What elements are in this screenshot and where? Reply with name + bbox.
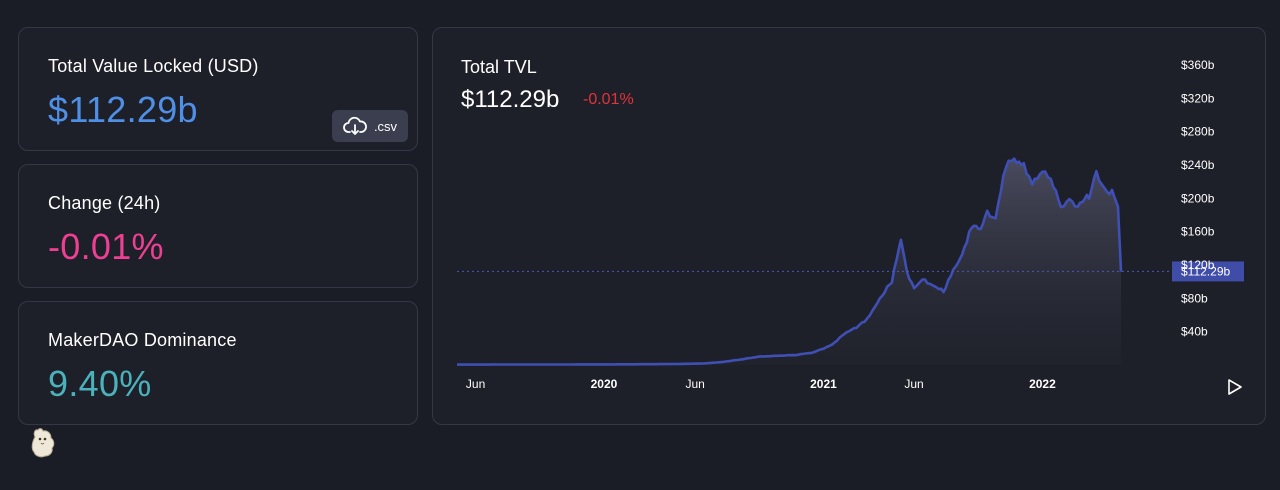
tvl-card: Total Value Locked (USD) $112.29b .csv (18, 27, 418, 151)
dominance-value: 9.40% (48, 363, 152, 404)
y-tick-label: $80b (1181, 291, 1208, 305)
x-tick-label: 2020 (591, 377, 618, 391)
current-value-badge (1172, 261, 1244, 282)
y-tick-label: $160b (1181, 225, 1215, 239)
change-card: Change (24h) -0.01% (18, 164, 418, 288)
tvl-value: $112.29b (48, 89, 198, 130)
dominance-card: MakerDAO Dominance 9.40% (18, 301, 418, 425)
change-value: -0.01% (48, 226, 164, 267)
y-tick-label: $320b (1181, 91, 1215, 105)
tvl-chart-card: Total TVL $112.29b -0.01% $112.29b $360b… (432, 27, 1266, 425)
y-tick-label: $280b (1181, 125, 1215, 139)
chart-value: $112.29b (461, 86, 560, 113)
change-label: Change (24h) (48, 193, 161, 213)
tvl-area (457, 158, 1121, 365)
y-tick-label: $200b (1181, 191, 1215, 205)
llama-icon (31, 428, 55, 458)
cloud-download-icon (343, 116, 367, 135)
x-tick-label: Jun (466, 377, 485, 391)
tvl-chart[interactable]: $112.29b $360b $320b $280b $240b $200b $160b $… (433, 28, 1266, 425)
x-tick-label: Jun (685, 377, 704, 391)
x-tick-label: Jun (904, 377, 923, 391)
x-tick-label: 2022 (1029, 377, 1056, 391)
chart-change: -0.01% (583, 91, 634, 108)
y-tick-label: $360b (1181, 58, 1215, 72)
dominance-label: MakerDAO Dominance (48, 330, 237, 350)
y-tick-label: $120b (1181, 258, 1215, 272)
y-tick-label: $40b (1181, 325, 1208, 339)
tvl-label: Total Value Locked (USD) (48, 56, 259, 76)
x-tick-label: 2021 (810, 377, 837, 391)
play-button[interactable] (1221, 374, 1247, 400)
y-tick-label: $240b (1181, 158, 1215, 172)
current-value-label: $112.29b (1181, 264, 1230, 278)
download-csv-button[interactable]: .csv (332, 110, 408, 142)
chart-title: Total TVL (461, 57, 537, 77)
csv-label: .csv (373, 118, 398, 134)
play-icon (1228, 379, 1242, 395)
tvl-line (457, 157, 1123, 366)
